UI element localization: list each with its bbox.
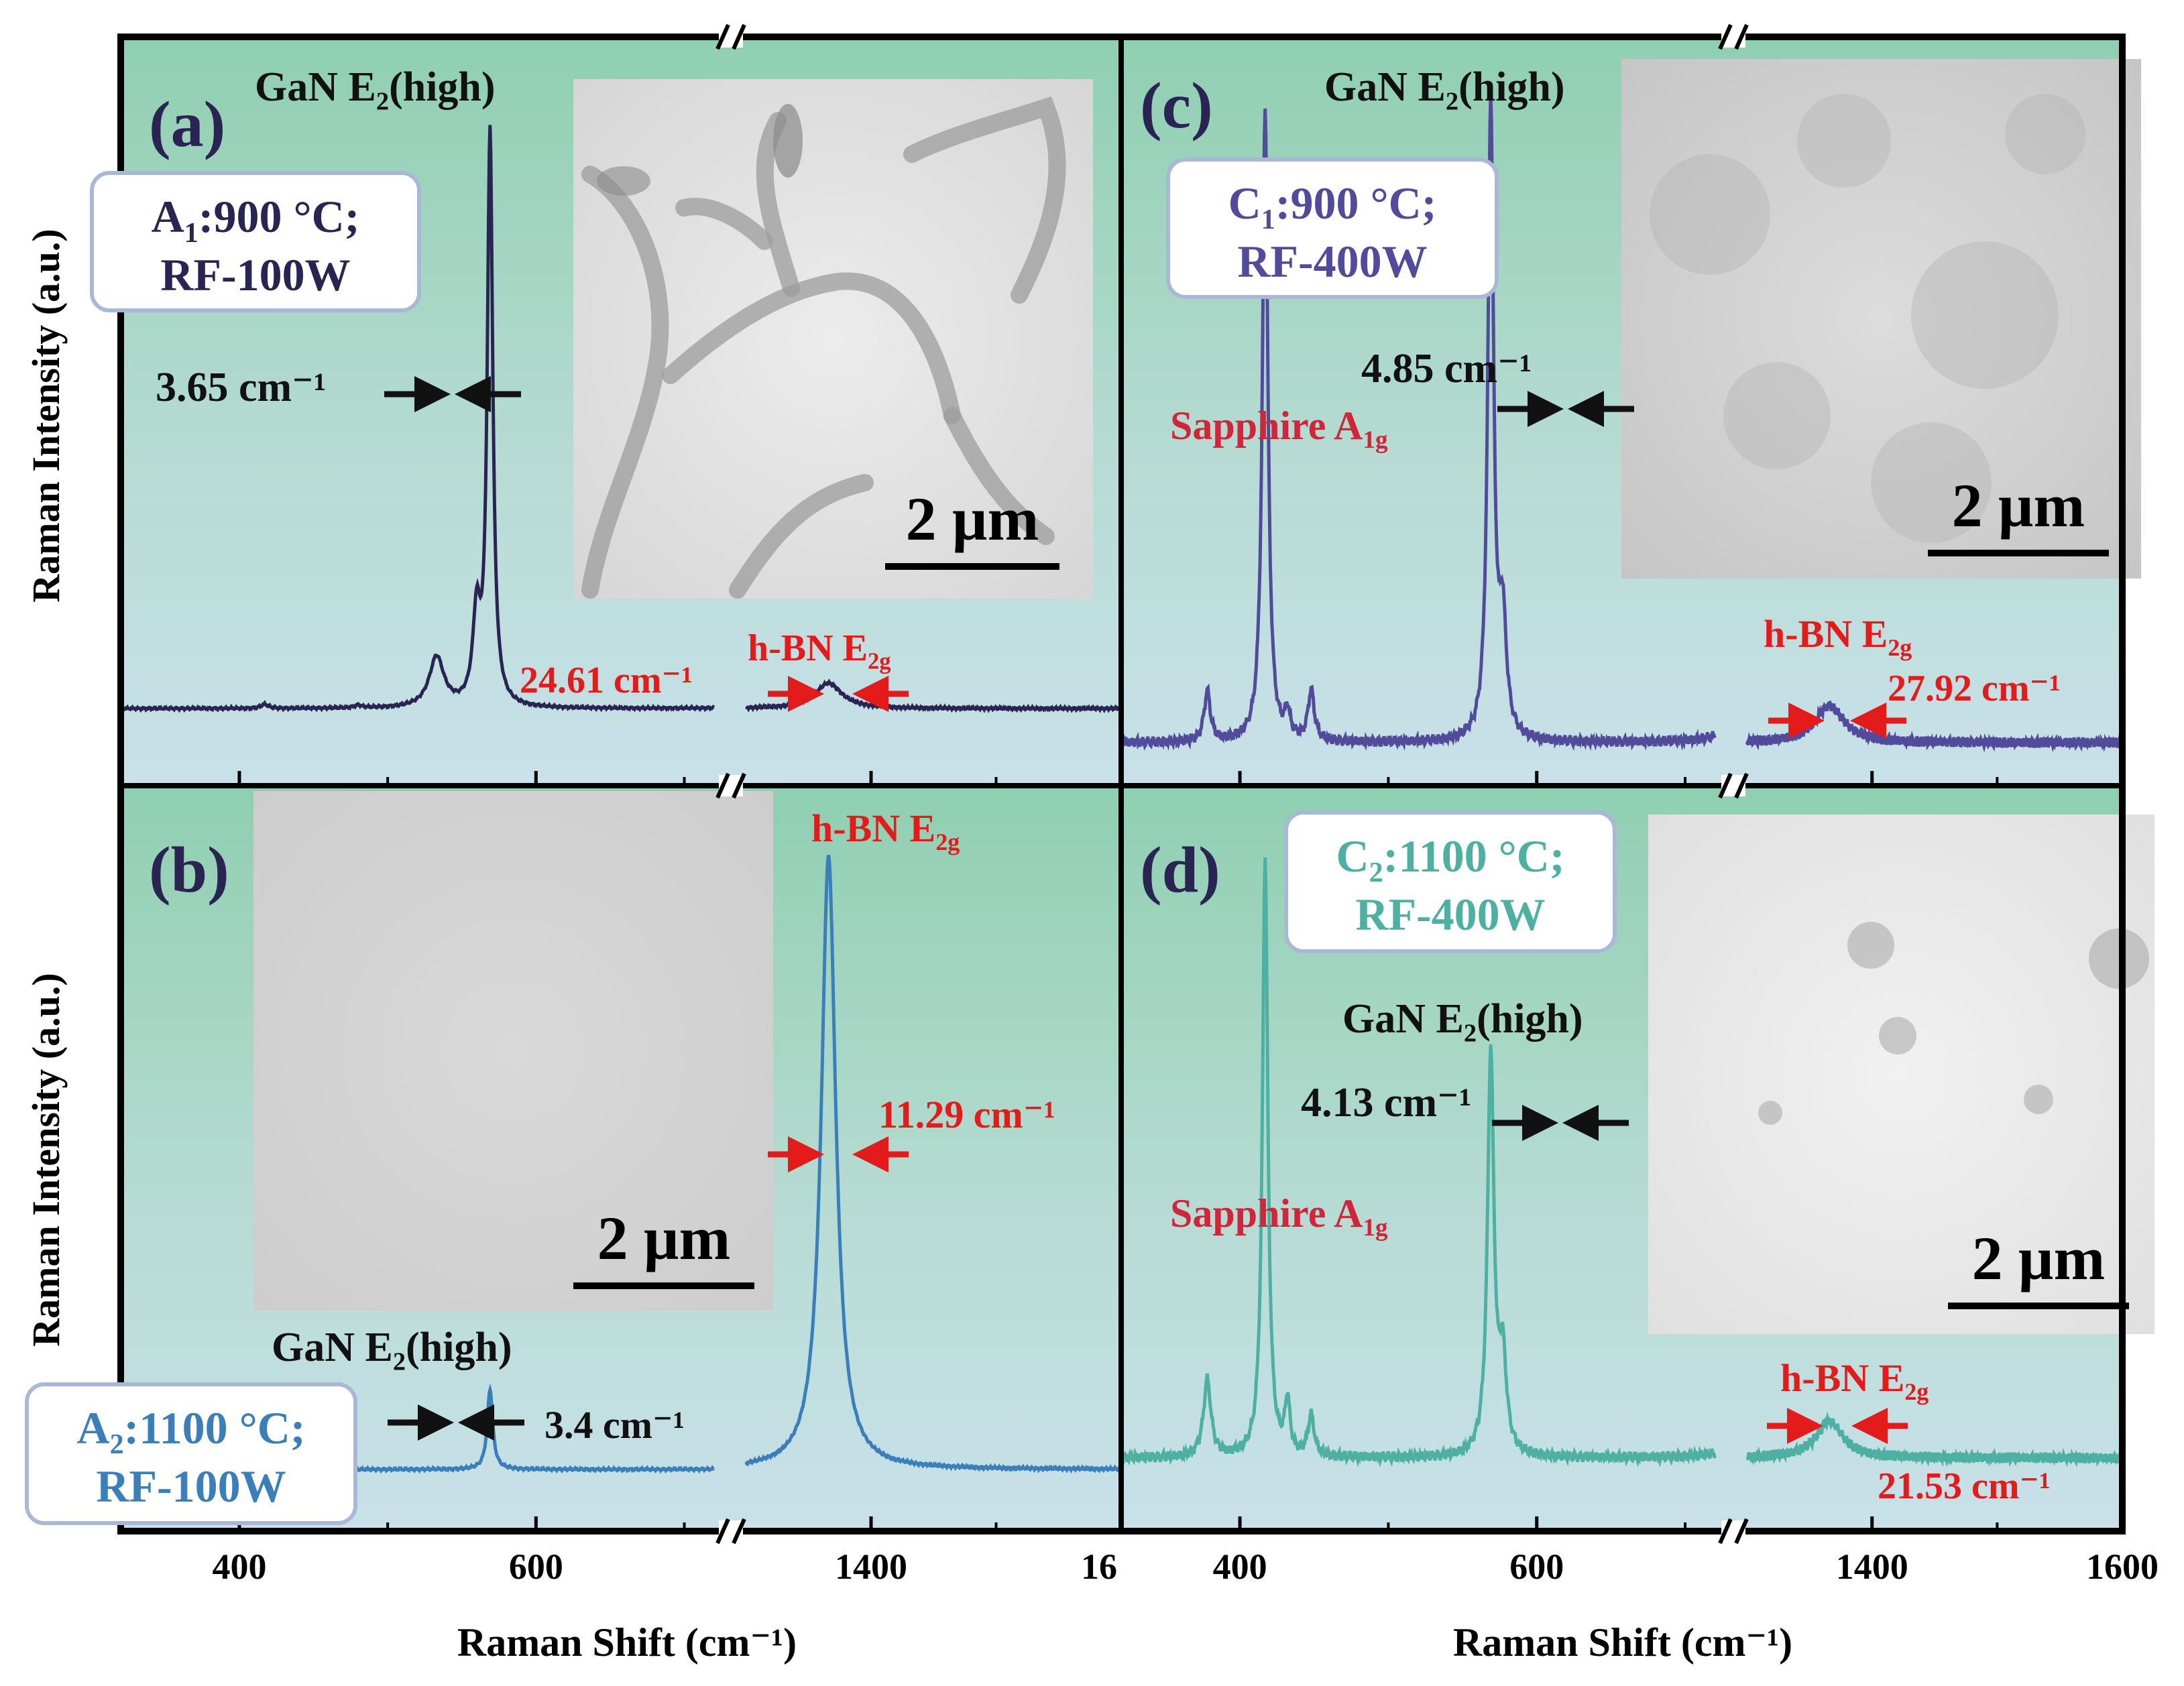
- grain-boundary: [756, 112, 800, 297]
- condition-box: C2:1100 °C;RF-400W: [1284, 810, 1617, 953]
- gan-fwhm-label: 3.4 cm⁻¹: [544, 1403, 685, 1447]
- texture-blotch: [1911, 241, 2059, 389]
- texture-spot: [1847, 922, 1894, 969]
- gan-peak-label: GaN E2(high): [1324, 64, 1565, 116]
- axis-break-mark: [1734, 1518, 1749, 1545]
- grain-boundary: [581, 166, 669, 599]
- tick-label-left: 600: [509, 1547, 563, 1587]
- axis-break-mark: [1718, 772, 1733, 799]
- hbn-fwhm-label: 27.92 cm⁻¹: [1888, 668, 2061, 709]
- condition-temperature: C2:1100 °C;: [1336, 831, 1564, 888]
- y-axis-label: Raman Intensity (a.u.): [24, 973, 68, 1347]
- hbn-peak-label: h-BN E2g: [748, 627, 891, 674]
- texture-spot: [2024, 1085, 2053, 1114]
- panel-letter: (a): [149, 88, 225, 161]
- sem-image-area: [1648, 815, 2154, 1334]
- texture-blotch: [1723, 362, 1831, 469]
- grain-boundary: [943, 407, 1055, 545]
- spectrum-line-low: [1119, 93, 1717, 751]
- grain-spot: [773, 104, 803, 178]
- condition-box: A2:1100 °C;RF-100W: [25, 1382, 357, 1525]
- gan-peak-label: GaN E2(high): [255, 64, 496, 116]
- scale-bar-label: 2 µm: [1972, 1224, 2106, 1292]
- panel-letter: (c): [1140, 70, 1213, 142]
- tick-label-right: 1400: [1836, 1547, 1908, 1587]
- tick-label-left: 400: [212, 1547, 266, 1587]
- grain-spot: [597, 166, 650, 196]
- tick-label-right: 400: [1213, 1547, 1267, 1587]
- sem-image: [573, 79, 1093, 599]
- texture-blotch: [1871, 422, 1992, 543]
- axis-break-mark: [1734, 23, 1749, 50]
- gan-peak-label: GaN E2(high): [272, 1325, 512, 1376]
- grain-boundary: [903, 96, 1066, 304]
- axis-break-mark: [1718, 23, 1733, 50]
- gan-fwhm-label: 3.65 cm⁻¹: [156, 365, 326, 410]
- scale-bar-label: 2 µm: [906, 485, 1039, 553]
- sem-image: [1621, 59, 2141, 579]
- texture-spot: [1758, 1101, 1782, 1125]
- condition-box: A1:900 °C;RF-100W: [90, 171, 421, 312]
- axis-break-mark: [715, 23, 730, 50]
- tick-label-left: 16: [1081, 1547, 1117, 1587]
- sem-image: [1648, 815, 2154, 1334]
- hbn-fwhm-label: 21.53 cm⁻¹: [1878, 1465, 2051, 1507]
- hbn-fwhm-label: 11.29 cm⁻¹: [878, 1093, 1055, 1136]
- spectrum-line-low: [1119, 857, 1717, 1468]
- y-axis-label: Raman Intensity (a.u.): [24, 229, 68, 603]
- condition-box-frame: [25, 1382, 357, 1525]
- texture-blotch: [1650, 154, 1770, 275]
- sem-image-area: [1621, 59, 2141, 579]
- texture-blotch: [2005, 94, 2085, 174]
- condition-power: RF-400W: [1355, 889, 1545, 940]
- texture-blotch: [1797, 94, 1891, 188]
- axis-break-mark: [715, 772, 730, 799]
- sapphire-peak-label: Sapphire A1g: [1170, 404, 1388, 454]
- sem-image-area: [253, 791, 773, 1311]
- condition-temperature: C1:900 °C;: [1228, 178, 1437, 235]
- spectrum-line-low: [120, 125, 715, 713]
- scale-bar-label: 2 µm: [597, 1204, 731, 1272]
- gan-fwhm-label: 4.13 cm⁻¹: [1301, 1080, 1471, 1126]
- gan-peak-label: GaN E2(high): [1342, 996, 1583, 1048]
- condition-box: C1:900 °C;RF-400W: [1166, 158, 1499, 299]
- sem-image: [253, 791, 773, 1311]
- scale-bar-label: 2 µm: [1952, 471, 2085, 540]
- x-axis-label: Raman Shift (cm⁻¹): [457, 1620, 797, 1665]
- condition-box-frame: [1284, 810, 1617, 953]
- hbn-peak-label: h-BN E2g: [811, 806, 960, 855]
- axis-break-mark: [732, 23, 746, 50]
- spectrum-line-high: [744, 855, 1123, 1474]
- condition-temperature: A2:1100 °C;: [76, 1402, 305, 1460]
- condition-power: RF-100W: [160, 249, 350, 300]
- x-axis-label: Raman Shift (cm⁻¹): [1453, 1620, 1792, 1665]
- grain-boundary: [662, 272, 961, 424]
- condition-box-frame: [90, 171, 421, 312]
- axis-break-mark: [732, 772, 746, 799]
- texture-spot: [1879, 1017, 1916, 1055]
- gan-fwhm-label: 4.85 cm⁻¹: [1361, 346, 1532, 392]
- condition-power: RF-100W: [96, 1461, 286, 1512]
- tick-label-right: 1600: [2086, 1547, 2159, 1587]
- axis-break-mark: [1734, 772, 1749, 799]
- axis-break-mark: [715, 1518, 730, 1545]
- grain-boundary: [729, 474, 874, 599]
- hbn-peak-label: h-BN E2g: [1780, 1356, 1929, 1405]
- hbn-peak-label: h-BN E2g: [1764, 612, 1912, 661]
- tick-label-right: 600: [1509, 1547, 1564, 1587]
- axis-break-mark: [1718, 1518, 1733, 1545]
- hbn-fwhm-label: 24.61 cm⁻¹: [520, 660, 693, 701]
- sapphire-peak-label: Sapphire A1g: [1170, 1191, 1388, 1242]
- tick-label-left: 1400: [835, 1547, 907, 1587]
- condition-power: RF-400W: [1237, 236, 1427, 287]
- grain-boundary: [675, 198, 773, 250]
- condition-box-frame: [1166, 158, 1499, 299]
- condition-temperature: A1:900 °C;: [152, 191, 360, 249]
- panel-letter: (d): [1140, 834, 1220, 906]
- axis-break-mark: [732, 1518, 746, 1545]
- panel-letter: (b): [149, 834, 229, 906]
